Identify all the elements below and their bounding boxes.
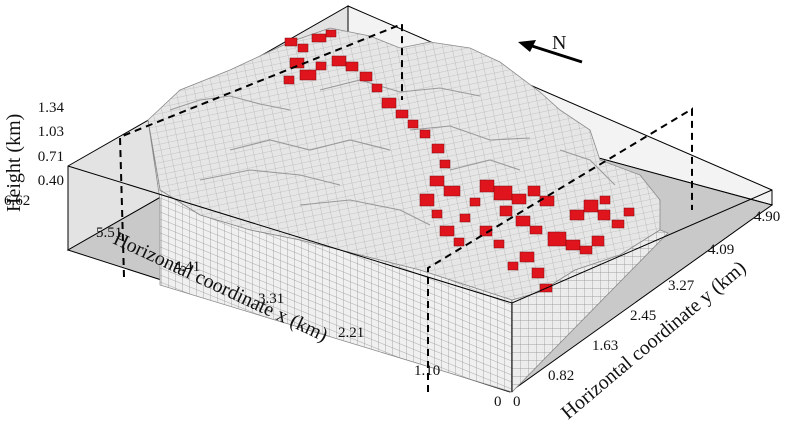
section-lines — [118, 22, 693, 392]
height-tick: 0.40 — [38, 173, 64, 189]
section-line-far — [118, 22, 403, 278]
height-axis-title: Height (km) — [3, 114, 25, 212]
x-tick: 5.51 — [96, 225, 122, 241]
height-tick: 1.03 — [38, 124, 64, 140]
x-tick: 0 — [494, 394, 502, 410]
section-line-near — [427, 107, 693, 392]
y-tick: 0 — [513, 394, 521, 410]
y-tick: 1.63 — [592, 338, 618, 354]
y-tick: 4.09 — [708, 242, 734, 258]
x-tick: 6.62 — [4, 193, 30, 209]
x-tick: 2.21 — [338, 325, 364, 341]
north-arrow: N — [518, 32, 583, 64]
y-tick: 2.45 — [630, 308, 656, 324]
y-tick: 3.27 — [668, 278, 695, 294]
north-label: N — [552, 32, 566, 54]
height-axis: 1.34 1.03 0.71 0.40 Height (km) — [3, 100, 65, 212]
terrain-ridges — [169, 79, 616, 226]
x-tick: 3.31 — [258, 291, 284, 307]
y-tick: 4.90 — [754, 209, 780, 225]
height-tick: 1.34 — [38, 100, 65, 116]
height-tick: 0.71 — [38, 149, 64, 165]
x-tick: 4.41 — [174, 259, 200, 275]
x-tick: 1.10 — [414, 363, 440, 379]
terrain-left-face — [147, 119, 513, 393]
y-tick: 0.82 — [548, 368, 574, 384]
